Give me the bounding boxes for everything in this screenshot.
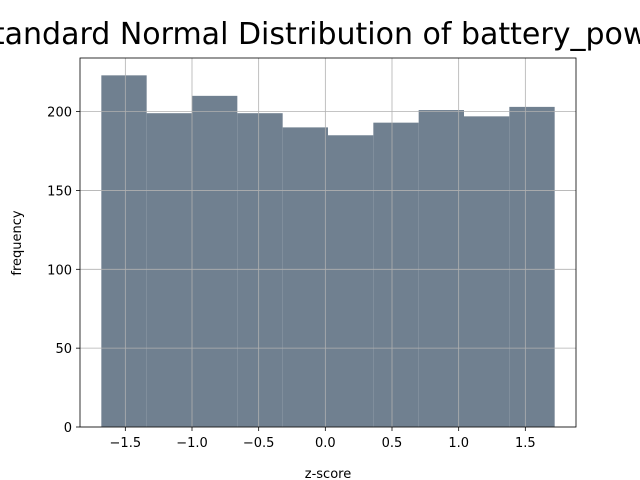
x-tick-label: −1.5 [110, 436, 142, 451]
x-tick-label: −0.5 [243, 436, 275, 451]
x-tick-label: 1.0 [448, 436, 469, 451]
x-tick-label: −1.0 [176, 436, 208, 451]
histogram-bar [464, 116, 510, 427]
y-tick-label: 0 [64, 421, 72, 436]
x-tick-label: 1.5 [515, 436, 536, 451]
histogram-bar [328, 135, 374, 427]
bars-group [101, 75, 555, 428]
y-tick-label: 150 [47, 184, 72, 199]
x-axis-ticks: −1.5 −1.0 −0.5 0.0 0.5 1.0 1.5 [110, 427, 536, 451]
histogram-bar [146, 113, 192, 427]
y-axis-ticks: 0 50 100 150 200 [47, 106, 80, 436]
grid-lines [80, 58, 576, 428]
histogram-bar [509, 106, 555, 427]
x-axis-label: z-score [305, 467, 351, 480]
histogram-bar [237, 113, 283, 427]
histogram-bar [418, 110, 464, 428]
x-tick-label: 0.5 [382, 436, 403, 451]
chart-title: Standard Normal Distribution of battery_… [0, 17, 640, 52]
histogram-bar [192, 95, 238, 427]
histogram-bar [101, 75, 147, 427]
x-tick-label: 0.0 [315, 436, 336, 451]
plot-frame [79, 57, 577, 428]
plot-area: −1.5 −1.0 −0.5 0.0 0.5 1.0 1.5 0 50 100 150 200 [47, 57, 577, 451]
y-tick-label: 50 [55, 342, 72, 357]
y-axis-label: frequency [10, 210, 25, 276]
histogram-bar [282, 127, 328, 427]
y-tick-label: 200 [47, 106, 72, 121]
y-tick-label: 100 [47, 263, 72, 278]
histogram-bar [373, 122, 419, 428]
